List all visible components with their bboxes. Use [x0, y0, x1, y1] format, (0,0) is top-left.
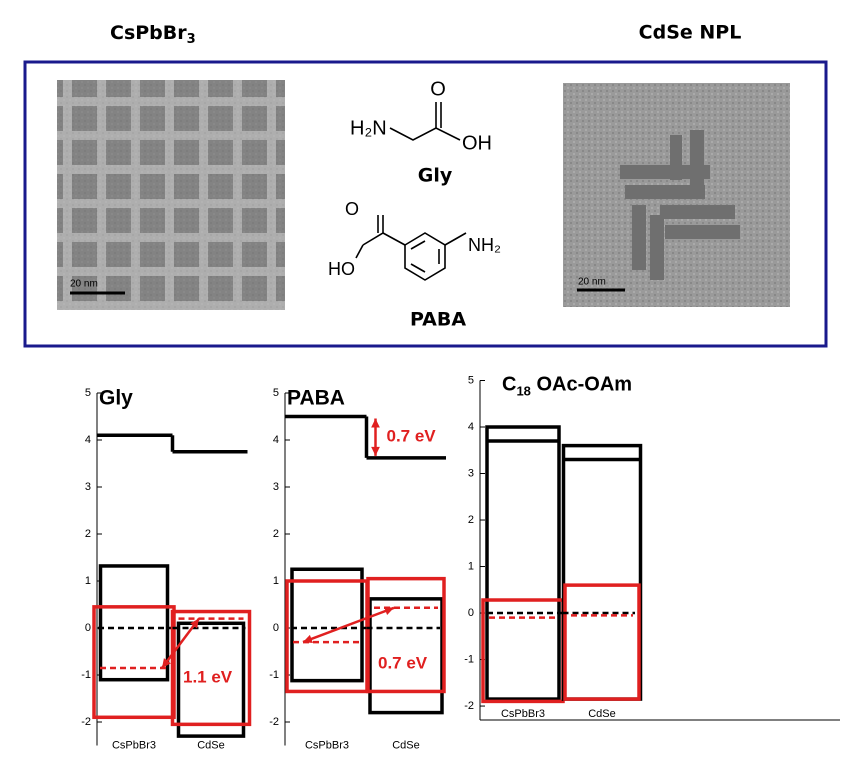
molecule-name: PABA [410, 309, 466, 331]
atom-label: HO [328, 259, 355, 279]
x-tick-label: CsPbBr3 [112, 739, 156, 751]
y-tick-label: -2 [464, 700, 474, 712]
red-box [366, 576, 446, 694]
y-tick-label: -1 [269, 669, 279, 681]
chart-title: PABA [287, 387, 345, 410]
valence-box [176, 621, 246, 738]
valence-box [561, 443, 643, 701]
x-tick-label: CdSe [197, 739, 225, 751]
arrow [302, 606, 395, 644]
gap-label: 0.7 eV [378, 654, 428, 673]
y-tick-label: 4 [468, 421, 474, 433]
y-tick-label: 5 [273, 387, 279, 399]
gap-label: 1.1 eV [183, 668, 233, 687]
x-tick-label: CdSe [392, 739, 420, 751]
y-tick-label: 4 [85, 434, 91, 446]
y-tick-label: 5 [85, 387, 91, 399]
y-tick-label: 1 [468, 560, 474, 572]
red-box [92, 605, 176, 720]
arrow-head [371, 418, 380, 428]
tem-left: 20 nm [57, 80, 285, 310]
y-tick-label: 3 [273, 481, 279, 493]
chart-title: C18 OAc-OAm [502, 374, 632, 399]
frame [23, 60, 828, 348]
atom-label: NH₂ [468, 235, 501, 255]
y-tick-label: 1 [85, 575, 91, 587]
left-title: CsPbBr3 [110, 22, 196, 47]
offset-label: 0.7 eV [387, 427, 437, 446]
y-tick-label: 4 [273, 434, 279, 446]
y-tick-label: -2 [81, 716, 91, 728]
valence-box [290, 567, 364, 683]
atom-label: O [345, 199, 359, 219]
right-title: CdSe NPL [639, 22, 742, 44]
title-sub: 18 [516, 384, 530, 399]
arrow [160, 617, 201, 669]
red-box [563, 583, 641, 701]
y-tick-label: 2 [273, 528, 279, 540]
arrow-head [384, 606, 394, 616]
valence-box [485, 425, 561, 701]
molecule-name: Gly [418, 165, 453, 187]
gly-structure [389, 102, 461, 141]
atom-label: O [430, 78, 446, 100]
red-box [170, 609, 252, 727]
arrow-head [190, 618, 199, 629]
y-tick-label: 3 [85, 481, 91, 493]
red-box [481, 598, 565, 704]
scale-label: 20 nm [578, 277, 606, 288]
valence-box [368, 597, 444, 715]
arrow-head [303, 634, 313, 643]
arrow-head [371, 446, 380, 456]
y-tick-label: 0 [85, 622, 91, 634]
x-tick-label: CdSe [588, 708, 616, 720]
y-tick-label: 0 [468, 607, 474, 619]
y-tick-label: 3 [468, 467, 474, 479]
y-tick-label: -1 [464, 653, 474, 665]
title-part: OAc-OAm [531, 374, 632, 396]
y-tick-label: -1 [81, 669, 91, 681]
y-tick-label: -2 [269, 716, 279, 728]
arrow-head [162, 658, 171, 668]
red-box [285, 579, 369, 694]
paba-structure [355, 215, 467, 281]
y-tick-label: 0 [273, 622, 279, 634]
y-tick-label: 2 [468, 514, 474, 526]
tem-right: 20 nm [563, 83, 790, 307]
chart-title: Gly [99, 387, 133, 410]
atom-label: OH [462, 132, 492, 154]
atom-label: H₂N [350, 117, 387, 139]
scale-label: 20 nm [70, 279, 98, 290]
valence-box [98, 564, 170, 682]
y-tick-label: 5 [468, 374, 474, 386]
x-tick-label: CsPbBr3 [501, 708, 545, 720]
y-tick-label: 1 [273, 575, 279, 587]
title-part: C [502, 374, 516, 396]
y-tick-label: 2 [85, 528, 91, 540]
x-tick-label: CsPbBr3 [305, 739, 349, 751]
